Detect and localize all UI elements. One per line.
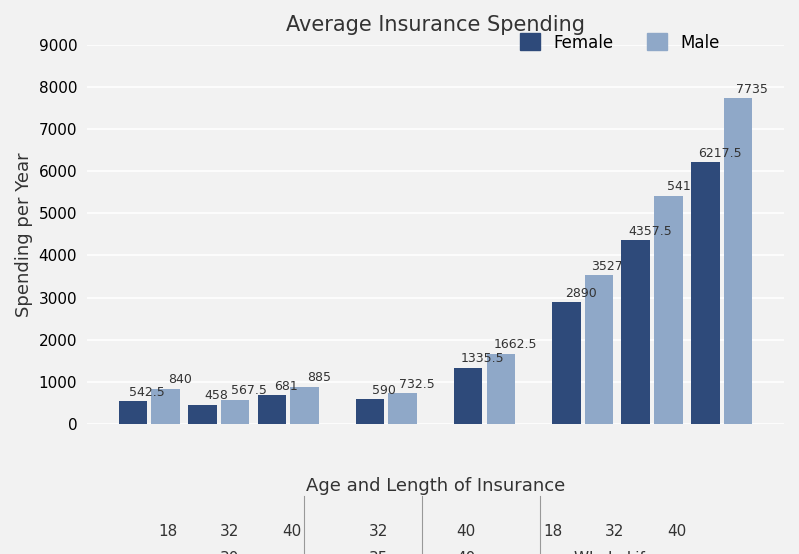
Bar: [454, 368, 483, 424]
Bar: [724, 98, 753, 424]
Text: 2890: 2890: [565, 286, 597, 300]
Text: 4357.5: 4357.5: [628, 225, 672, 238]
Title: Average Insurance Spending: Average Insurance Spending: [286, 15, 585, 35]
Bar: [585, 275, 614, 424]
Text: 40: 40: [282, 524, 301, 538]
Text: 458: 458: [205, 389, 229, 402]
Bar: [356, 399, 384, 424]
Text: 3527.5: 3527.5: [591, 260, 635, 273]
Bar: [691, 162, 720, 424]
Bar: [654, 196, 683, 424]
Bar: [622, 240, 650, 424]
Bar: [188, 404, 217, 424]
Text: 18: 18: [158, 524, 177, 538]
X-axis label: Age and Length of Insurance: Age and Length of Insurance: [306, 476, 565, 495]
Bar: [290, 387, 319, 424]
Text: 32: 32: [369, 524, 388, 538]
Text: 1335.5: 1335.5: [461, 352, 504, 365]
Text: 6217.5: 6217.5: [698, 147, 741, 160]
Legend: Female, Male: Female, Male: [514, 27, 726, 58]
Y-axis label: Spending per Year: Spending per Year: [15, 152, 33, 317]
Bar: [151, 388, 180, 424]
Text: 30: 30: [220, 551, 240, 554]
Text: 542.5: 542.5: [129, 386, 165, 398]
Bar: [118, 401, 147, 424]
Text: 885: 885: [307, 371, 331, 384]
Text: 567.5: 567.5: [232, 384, 268, 397]
Text: 32: 32: [220, 524, 240, 538]
Text: 590: 590: [372, 383, 396, 397]
Text: 1662.5: 1662.5: [494, 338, 537, 351]
Bar: [552, 302, 581, 424]
Text: 840: 840: [168, 373, 192, 386]
Text: 35: 35: [369, 551, 388, 554]
Text: 40: 40: [456, 524, 475, 538]
Text: 7735: 7735: [737, 83, 769, 96]
Text: 40: 40: [456, 551, 475, 554]
Text: 681: 681: [274, 379, 298, 393]
Text: Whole Life: Whole Life: [574, 551, 655, 554]
Text: 18: 18: [543, 524, 562, 538]
Bar: [487, 354, 515, 424]
Text: 40: 40: [667, 524, 686, 538]
Text: 732.5: 732.5: [400, 377, 435, 391]
Text: 5415: 5415: [667, 181, 698, 193]
Bar: [388, 393, 417, 424]
Bar: [221, 400, 249, 424]
Bar: [257, 395, 286, 424]
Text: 32: 32: [605, 524, 624, 538]
